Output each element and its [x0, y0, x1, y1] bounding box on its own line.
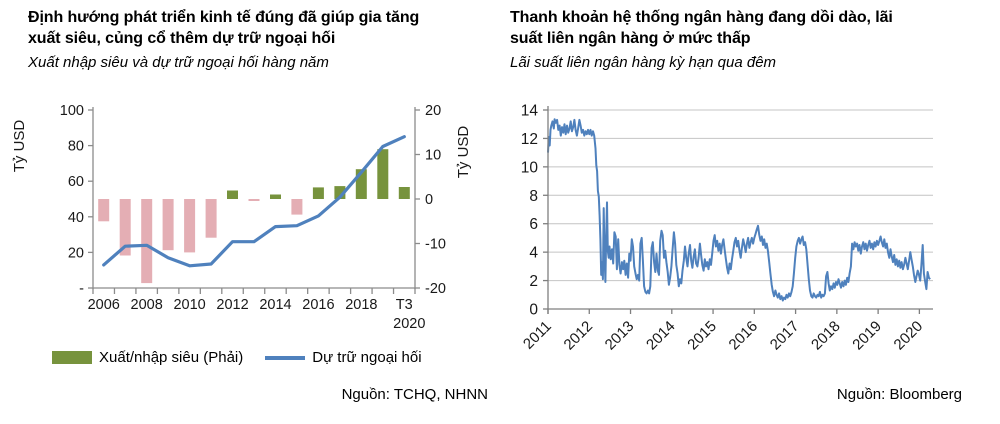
- x-axis-year-label: 2011: [520, 318, 555, 353]
- legend-item-trade-balance: Xuất/nhập siêu (Phải): [52, 349, 243, 366]
- left-chart-source: Nguồn: TCHQ, NHNN: [341, 386, 488, 403]
- left-axis-labels: 100 80 60 40 20 -: [60, 103, 84, 297]
- bar: [184, 199, 196, 253]
- y-axis-labels: 0 2 4 6 8 10 12 14: [521, 103, 539, 319]
- left-title-line2: xuất siêu, củng cổ thêm dự trữ ngoại hối: [28, 30, 336, 47]
- x-axis-year-label: 2013: [602, 318, 638, 354]
- bar: [355, 169, 367, 199]
- bar: [98, 199, 110, 222]
- left-chart-title: Định hướng phát triển kinh tế đúng đã gi…: [28, 7, 473, 49]
- axes-group: [88, 107, 420, 294]
- line-series-swatch: [265, 355, 306, 360]
- x-axis-label: 2014: [259, 297, 291, 313]
- x-axis-label: 2020: [393, 316, 425, 332]
- bars-group: [98, 149, 410, 284]
- right-chart-subtitle: Lãi suất liên ngân hàng kỳ hạn qua đêm: [510, 54, 777, 71]
- right-axis-tick-label: -10: [425, 237, 446, 253]
- bar: [377, 149, 389, 199]
- y-axis-tick-label: 8: [529, 188, 538, 205]
- right-chart-source: Nguồn: Bloomberg: [836, 386, 962, 403]
- right-axis-tick-label: -20: [425, 281, 446, 297]
- bar: [270, 194, 281, 199]
- bar: [398, 187, 410, 199]
- x-axis-year-label: 2012: [561, 318, 597, 354]
- x-axis-year-label: 2017: [767, 318, 803, 354]
- bar: [248, 199, 260, 201]
- left-axis-tick-label: 40: [68, 210, 84, 226]
- left-chart-subtitle: Xuất nhập siêu và dự trữ ngoại hối hàng …: [28, 54, 329, 71]
- bar: [312, 187, 324, 199]
- left-axis-tick-label: 20: [68, 245, 84, 261]
- right-axis-tick-label: 20: [425, 103, 441, 119]
- left-axis-tick-label: 80: [68, 139, 84, 155]
- x-axis-year-label: 2016: [726, 318, 762, 354]
- bar: [141, 199, 153, 284]
- bar: [334, 186, 346, 199]
- left-axis-title: Tỷ USD: [11, 120, 28, 173]
- axes-group: [543, 106, 933, 314]
- x-axis-label: T3: [396, 297, 413, 313]
- y-axis-tick-label: 12: [521, 131, 538, 148]
- x-axis-year-label: 2018: [808, 318, 844, 354]
- right-axis-title: Tỷ USD: [455, 126, 472, 179]
- right-axis-tick-label: 10: [425, 148, 441, 164]
- bar: [205, 199, 217, 238]
- x-axis-year-label: 2019: [849, 318, 885, 354]
- legend-label-trade-balance: Xuất/nhập siêu (Phải): [99, 349, 244, 366]
- x-axis-labels: 2006 2008 2010 2012 2014 2016 2018 T3 2020: [88, 297, 426, 332]
- fx-reserves-line: [102, 135, 406, 268]
- x-axis-label: 2012: [216, 297, 248, 313]
- right-title-line1: Thanh khoản hệ thống ngân hàng đang dồi …: [510, 9, 893, 26]
- right-chart-panel: Thanh khoản hệ thống ngân hàng đang dồi …: [500, 0, 1000, 424]
- y-axis-tick-label: 0: [529, 302, 538, 319]
- right-axis-labels: 20 10 0 -10 -20: [425, 103, 446, 297]
- x-axis-year-label: 2020: [891, 318, 927, 354]
- x-axis-label: 2010: [173, 297, 205, 313]
- right-chart-title: Thanh khoản hệ thống ngân hàng đang dồi …: [510, 7, 970, 49]
- y-axis-tick-label: 10: [521, 159, 539, 176]
- x-axis-label: 2018: [345, 297, 377, 313]
- bar: [162, 199, 174, 251]
- bar: [291, 199, 303, 215]
- right-title-line2: suất liên ngân hàng ở mức thấp: [510, 30, 751, 47]
- interbank-rate-line: [547, 118, 931, 302]
- x-axis-year-label: 2015: [684, 318, 720, 354]
- y-axis-tick-label: 14: [521, 103, 539, 120]
- x-axis-labels: 2011 2012 2013 2014 2015 2016 2017 2018 2019 2020: [520, 318, 926, 354]
- legend-item-fx-reserves: Dự trữ ngoại hối: [265, 349, 422, 366]
- x-axis-year-label: 2014: [643, 318, 679, 354]
- left-chart-panel: Định hướng phát triển kinh tế đúng đã gi…: [11, 7, 488, 403]
- left-axis-tick-label: 100: [60, 103, 84, 119]
- y-axis-tick-label: 4: [529, 245, 538, 262]
- y-axis-tick-label: 2: [529, 273, 538, 290]
- left-axis-tick-label: 60: [68, 174, 84, 190]
- left-title-line1: Định hướng phát triển kinh tế đúng đã gi…: [28, 9, 420, 26]
- x-axis-label: 2006: [88, 297, 120, 313]
- legend-label-fx-reserves: Dự trữ ngoại hối: [312, 349, 422, 366]
- left-axis-tick-label: -: [79, 281, 84, 297]
- bar: [119, 199, 131, 256]
- x-axis-label: 2016: [302, 297, 334, 313]
- left-chart-legend: Xuất/nhập siêu (Phải) Dự trữ ngoại hối: [52, 349, 422, 366]
- bar: [227, 190, 238, 199]
- y-axis-tick-label: 6: [529, 216, 538, 233]
- right-axis-tick-label: 0: [425, 192, 433, 208]
- x-axis-label: 2008: [131, 297, 163, 313]
- bar-series-swatch: [52, 351, 92, 364]
